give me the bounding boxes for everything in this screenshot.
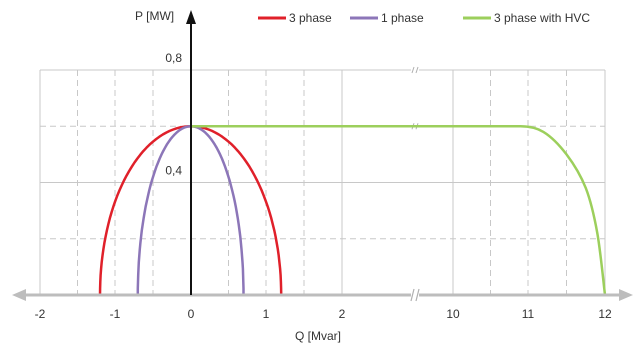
y-axis-label: P [MW] (135, 9, 174, 23)
x-axis-break-mark (410, 288, 420, 302)
x-axis-arrow-right (619, 289, 633, 301)
legend-item-3-phase-hvc: 3 phase with HVC (463, 11, 590, 25)
series-line-3-phase-with-hvc (191, 125, 607, 296)
x-tick-label-7: 12 (598, 307, 612, 321)
x-axis-break-gap (411, 289, 419, 301)
x-tick-label-3: 1 (263, 307, 270, 321)
x-tick-label-6: 11 (522, 307, 535, 321)
series-layer (98, 125, 607, 296)
axes (12, 10, 633, 302)
tick-labels: -2 -1 0 1 2 10 11 120,40,8 (35, 51, 612, 321)
x-tick-label-2: 0 (188, 307, 195, 321)
grid-break-mark-0 (411, 66, 419, 74)
legend-label-3-phase: 3 phase (289, 11, 332, 25)
y-axis-arrow (186, 10, 196, 24)
x-axis-label: Q [Mvar] (295, 329, 341, 343)
legend-item-3-phase: 3 phase (258, 11, 332, 25)
x-tick-label-5: 10 (446, 307, 460, 321)
x-axis-arrow-left (12, 289, 26, 301)
legend: 3 phase 1 phase 3 phase with HVC (258, 11, 590, 25)
x-tick-label-4: 2 (339, 307, 346, 321)
y-tick-label-0: 0,4 (165, 164, 182, 178)
x-tick-label-1: -1 (110, 307, 121, 321)
legend-label-1-phase: 1 phase (381, 11, 424, 25)
y-tick-label-1: 0,8 (165, 51, 182, 65)
grid-break-gap-0 (411, 66, 419, 74)
x-tick-label-0: -2 (35, 307, 46, 321)
legend-label-3-phase-hvc: 3 phase with HVC (494, 11, 590, 25)
legend-item-1-phase: 1 phase (350, 11, 424, 25)
